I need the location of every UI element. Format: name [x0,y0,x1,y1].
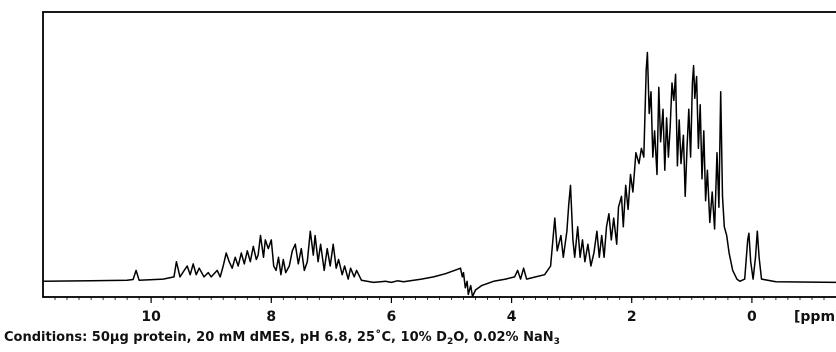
x-tick-label: 0 [747,309,757,325]
plot-frame [42,11,836,298]
caption-prefix: Conditions: 50µg protein, 20 mM dMES, pH… [4,330,447,345]
spectrum-line [42,51,836,298]
caption-sub-nan3: 3 [553,337,560,347]
x-tick-label: 8 [266,309,276,325]
x-tick-labels: 10 8 6 4 2 0 [141,309,757,325]
x-unit-label: [ppm] [794,309,836,325]
x-tick-label: 6 [387,309,397,325]
conditions-caption: Conditions: 50µg protein, 20 mM dMES, pH… [4,330,560,347]
caption-mid: O, 0.02% NaN [453,330,554,345]
major-ticks [150,297,753,303]
spectrum-plot: 10 8 6 4 2 0 [ppm] [42,11,836,325]
x-tick-label: 10 [141,309,161,325]
caption-sub-d2o: 2 [446,337,454,347]
x-tick-label: 2 [627,309,637,325]
x-tick-label: 4 [507,309,517,325]
